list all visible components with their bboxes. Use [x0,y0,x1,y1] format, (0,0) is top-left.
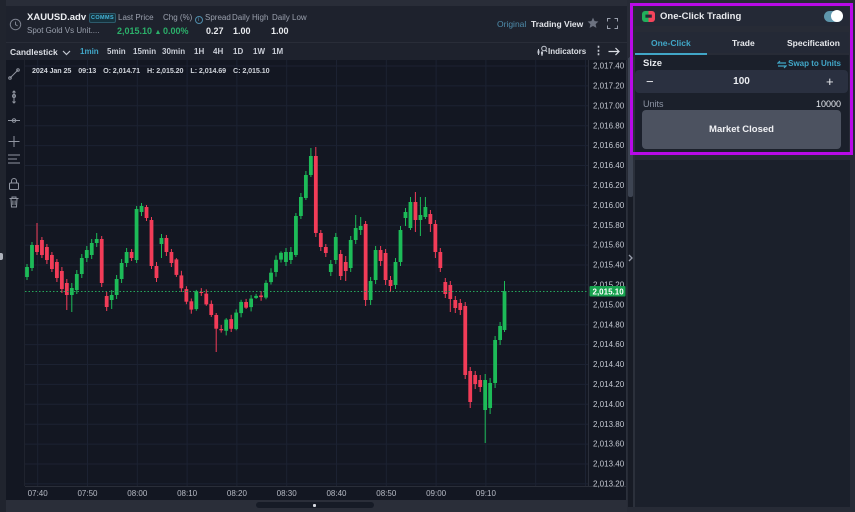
svg-text:2,015.10: 2,015.10 [593,287,625,296]
svg-text:2,014.20: 2,014.20 [593,380,625,389]
svg-text:08:20: 08:20 [227,489,248,498]
svg-text:2,015.40: 2,015.40 [593,261,625,270]
svg-text:2,017.40: 2,017.40 [593,62,625,71]
svg-text:2,014.00: 2,014.00 [593,400,625,409]
svg-text:2,015.20: 2,015.20 [593,281,625,290]
svg-text:2,013.20: 2,013.20 [593,480,625,489]
svg-text:2,016.00: 2,016.00 [593,201,625,210]
svg-text:2,014.80: 2,014.80 [593,320,625,329]
svg-text:2,014.60: 2,014.60 [593,340,625,349]
svg-text:08:40: 08:40 [326,489,347,498]
svg-text:2,013.40: 2,013.40 [593,460,625,469]
svg-text:2,013.60: 2,013.60 [593,440,625,449]
svg-text:2,016.60: 2,016.60 [593,141,625,150]
svg-text:2,016.20: 2,016.20 [593,181,625,190]
svg-text:2,017.20: 2,017.20 [593,82,625,91]
svg-text:2,016.80: 2,016.80 [593,121,625,130]
svg-text:08:50: 08:50 [376,489,397,498]
svg-text:2,017.00: 2,017.00 [593,101,625,110]
svg-text:09:00: 09:00 [426,489,447,498]
svg-text:08:10: 08:10 [177,489,198,498]
svg-text:08:00: 08:00 [127,489,148,498]
svg-text:2,015.80: 2,015.80 [593,221,625,230]
svg-text:07:40: 07:40 [28,489,49,498]
svg-text:08:30: 08:30 [277,489,298,498]
svg-text:07:50: 07:50 [77,489,98,498]
svg-text:2,014.40: 2,014.40 [593,360,625,369]
svg-text:2,016.40: 2,016.40 [593,161,625,170]
svg-text:2024 Jan 25 09:13 O: 2,014.7: 2024 Jan 25 09:13 O: 2,014.71 H: 2,015.2… [32,66,270,75]
svg-text:2,015.00: 2,015.00 [593,300,625,309]
svg-text:2,015.60: 2,015.60 [593,241,625,250]
svg-text:09:10: 09:10 [476,489,497,498]
svg-text:2,013.80: 2,013.80 [593,420,625,429]
